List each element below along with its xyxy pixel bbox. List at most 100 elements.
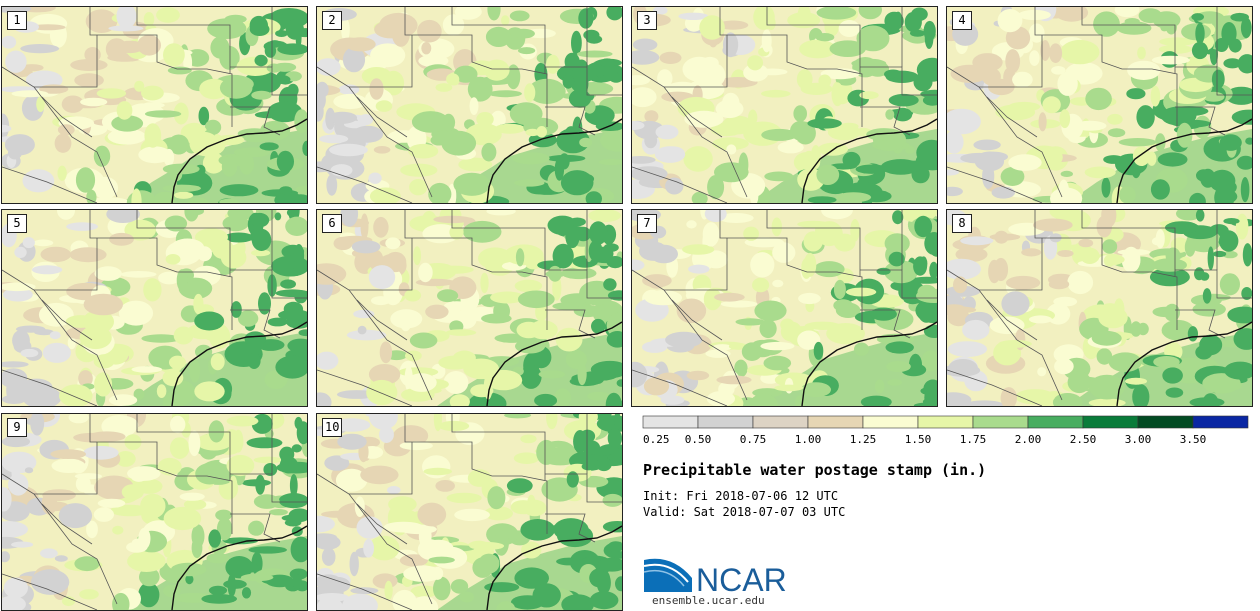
pw-blob xyxy=(484,582,520,593)
pw-blob xyxy=(138,582,160,608)
pw-blob xyxy=(1150,85,1161,107)
pw-blob xyxy=(536,439,557,465)
pw-blob xyxy=(368,265,396,290)
pw-blob xyxy=(1195,210,1205,222)
pw-blob xyxy=(1237,54,1252,74)
stamp-panel: 6 xyxy=(316,209,623,407)
pw-blob xyxy=(1080,247,1100,264)
pw-blob xyxy=(993,257,1009,282)
pw-blob xyxy=(771,217,782,237)
pw-blob xyxy=(449,225,464,240)
pw-blob xyxy=(342,47,366,73)
pw-blob xyxy=(1158,44,1193,54)
pw-blob xyxy=(496,601,516,610)
pw-blob xyxy=(870,307,897,321)
pw-blob xyxy=(1149,267,1190,287)
pw-blob xyxy=(886,361,911,372)
pw-blob xyxy=(185,574,194,585)
pw-blob xyxy=(317,81,329,98)
pw-blob xyxy=(1053,296,1078,307)
state-border xyxy=(671,96,723,138)
pw-blob xyxy=(54,133,72,153)
pw-blob xyxy=(219,184,259,197)
pw-blob xyxy=(295,26,302,49)
pw-blob xyxy=(275,355,307,379)
pw-blob xyxy=(317,515,335,533)
pw-blob xyxy=(554,388,572,406)
pw-blob xyxy=(141,102,165,109)
colorbar-tick-label: 1.75 xyxy=(960,433,987,446)
pw-blob xyxy=(115,451,136,467)
pw-blob xyxy=(763,355,792,371)
state-border xyxy=(317,166,413,203)
colorbar-tick-label: 0.25 xyxy=(643,433,670,446)
pw-blob xyxy=(947,364,981,377)
pw-blob xyxy=(484,59,510,81)
pw-blob xyxy=(317,351,339,370)
pw-blob xyxy=(120,271,157,278)
stamp-member-label: 6 xyxy=(322,214,342,233)
pw-blob xyxy=(632,259,645,271)
pw-blob xyxy=(880,159,921,175)
pw-blob xyxy=(462,220,502,243)
pw-blob xyxy=(215,134,245,146)
pw-blob xyxy=(337,433,367,450)
pw-blob xyxy=(665,177,684,195)
pw-blob xyxy=(571,30,582,56)
pw-blob xyxy=(170,238,205,257)
pw-blob xyxy=(874,379,885,394)
pw-blob xyxy=(595,64,605,78)
state-border xyxy=(766,210,861,276)
pw-blob xyxy=(856,25,890,52)
state-border xyxy=(860,309,911,339)
pw-blob xyxy=(410,585,439,598)
pw-blob xyxy=(1049,43,1063,63)
pw-blob xyxy=(298,329,307,337)
pw-blob xyxy=(417,19,442,43)
pw-blob xyxy=(546,414,558,430)
pw-blob xyxy=(223,232,254,243)
coastline xyxy=(486,321,622,406)
state-border xyxy=(317,473,433,605)
pw-blob xyxy=(1000,167,1025,186)
stamp-panel: 9 xyxy=(1,413,308,611)
pw-blob xyxy=(991,186,1015,199)
pw-blob xyxy=(340,210,359,227)
pw-blob xyxy=(487,486,506,510)
pw-blob xyxy=(164,215,188,232)
pw-blob xyxy=(278,493,307,509)
pw-blob xyxy=(342,593,378,610)
pw-blob xyxy=(532,583,561,608)
pw-blob xyxy=(1096,215,1112,238)
stamp-map xyxy=(947,210,1252,406)
pw-blob xyxy=(472,557,493,578)
colorbar-tick-label: 1.00 xyxy=(795,433,822,446)
pw-blob xyxy=(947,341,988,357)
pw-blob xyxy=(438,420,470,432)
pw-blob xyxy=(383,521,424,533)
state-border xyxy=(1034,7,1178,127)
pw-blob xyxy=(1233,328,1252,350)
pw-blob xyxy=(189,359,201,383)
pw-blob xyxy=(528,132,557,148)
pw-blob xyxy=(1155,133,1166,152)
pw-blob xyxy=(1132,146,1151,167)
pw-blob xyxy=(950,64,989,83)
pw-blob xyxy=(276,150,294,173)
pw-blob xyxy=(913,402,937,406)
pw-blob xyxy=(198,106,210,126)
pw-blob xyxy=(515,248,525,267)
pw-blob xyxy=(435,480,455,492)
state-border xyxy=(1081,210,1176,276)
pw-blob xyxy=(1245,137,1252,145)
pw-blob xyxy=(759,319,777,339)
pw-blob xyxy=(1012,71,1033,88)
pw-blob xyxy=(208,529,221,548)
pw-blob xyxy=(267,317,288,327)
pw-blob xyxy=(555,327,583,352)
pw-blob xyxy=(833,233,856,252)
pw-blob xyxy=(573,304,602,318)
pw-blob xyxy=(607,541,622,553)
pw-blob xyxy=(219,45,240,70)
pw-blob xyxy=(356,516,383,539)
